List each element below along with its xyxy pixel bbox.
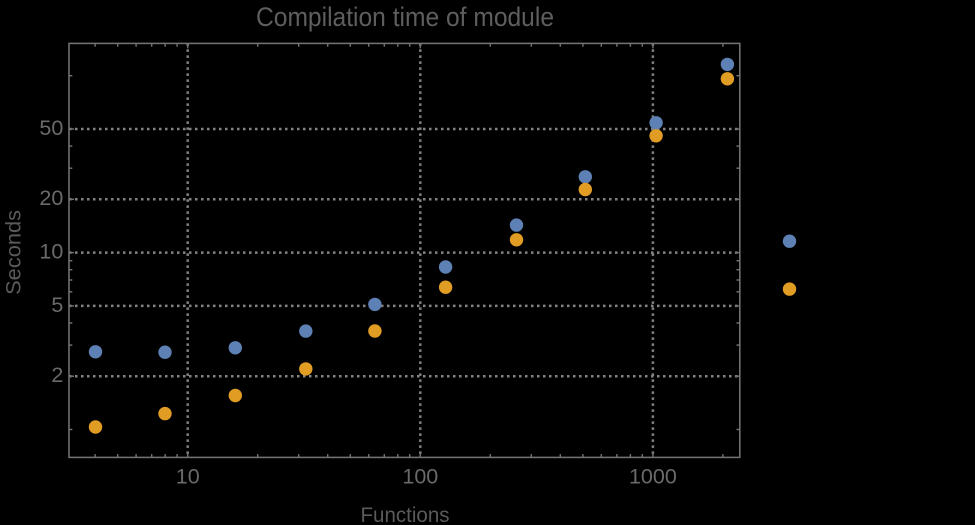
svg-text:10: 10 <box>176 464 200 488</box>
svg-text:Seconds: Seconds <box>3 210 26 295</box>
svg-text:50: 50 <box>39 116 63 140</box>
svg-text:5: 5 <box>51 293 63 317</box>
svg-text:20: 20 <box>39 186 63 210</box>
svg-text:100: 100 <box>402 464 438 488</box>
svg-text:Compilation time of module: Compilation time of module <box>256 2 554 32</box>
svg-text:1000: 1000 <box>629 464 677 488</box>
svg-text:2: 2 <box>51 363 63 387</box>
svg-text:Functions: Functions <box>361 504 450 525</box>
svg-text:10: 10 <box>39 240 63 264</box>
